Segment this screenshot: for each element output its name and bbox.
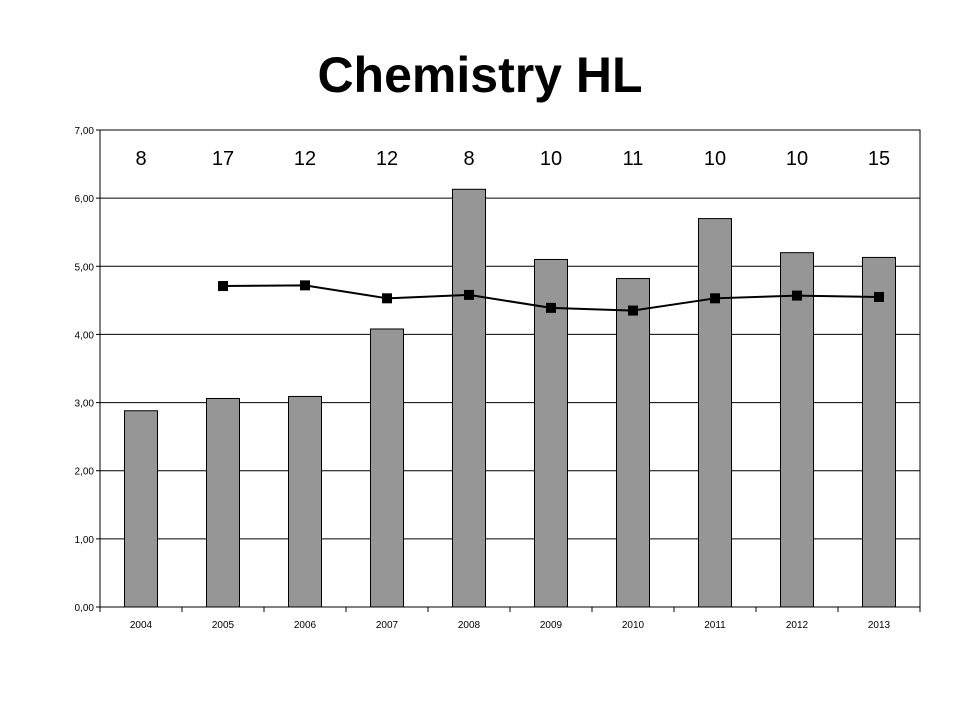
x-tick-label: 2006 (294, 620, 317, 631)
line-marker (464, 289, 474, 300)
y-tick-label: 1,00 (75, 535, 95, 546)
y-tick-label: 7,00 (75, 126, 95, 137)
bar (698, 218, 732, 608)
bar (534, 258, 568, 608)
count-label: 11 (623, 148, 644, 170)
y-tick-label: 0,00 (75, 603, 95, 614)
line-marker (300, 280, 310, 291)
x-tick-label: 2008 (458, 620, 481, 631)
x-tick-label: 2013 (868, 620, 891, 631)
bar (452, 188, 486, 608)
bar (616, 278, 650, 608)
line-marker (382, 293, 392, 304)
bar (206, 397, 240, 608)
chart-title: Chemistry HL (317, 47, 643, 103)
labels: 8 17 12 12 8 10 11 10 10 15 (135, 148, 890, 170)
axes: 0,00 1,00 2,00 3,00 4,00 5,00 6,00 7,00 2004 2005… (75, 126, 921, 631)
line-series (218, 280, 884, 316)
bar (370, 328, 404, 608)
bar (124, 410, 158, 608)
x-tick-label: 2009 (540, 620, 563, 631)
bar (862, 256, 896, 608)
y-tick-label: 3,00 (75, 399, 95, 410)
line-marker (710, 293, 720, 304)
y-tick-label: 4,00 (75, 330, 95, 341)
count-label: 12 (376, 148, 398, 170)
bars-series (124, 188, 896, 608)
line-marker (792, 290, 802, 301)
x-tick-label: 2010 (622, 620, 645, 631)
count-label: 10 (540, 148, 562, 170)
count-label: 8 (135, 148, 146, 170)
y-tick-label: 5,00 (75, 262, 95, 273)
count-label: 10 (786, 148, 808, 170)
bar (780, 252, 814, 608)
x-tick-label: 2007 (376, 620, 399, 631)
y-tick-label: 2,00 (75, 467, 95, 478)
x-tick-label: 2004 (130, 620, 153, 631)
count-label: 12 (294, 148, 316, 170)
x-tick-label: 2005 (212, 620, 235, 631)
line-marker (628, 305, 638, 316)
line-marker (218, 281, 228, 292)
count-label: 8 (463, 148, 474, 170)
x-tick-label: 2012 (786, 620, 809, 631)
y-tick-label: 6,00 (75, 194, 95, 205)
line-marker (874, 291, 884, 302)
line-marker (546, 302, 556, 313)
bar (288, 395, 322, 608)
x-tick-label: 2011 (704, 620, 726, 631)
count-label: 17 (212, 148, 234, 170)
count-label: 15 (868, 148, 890, 170)
count-label: 10 (704, 148, 726, 170)
